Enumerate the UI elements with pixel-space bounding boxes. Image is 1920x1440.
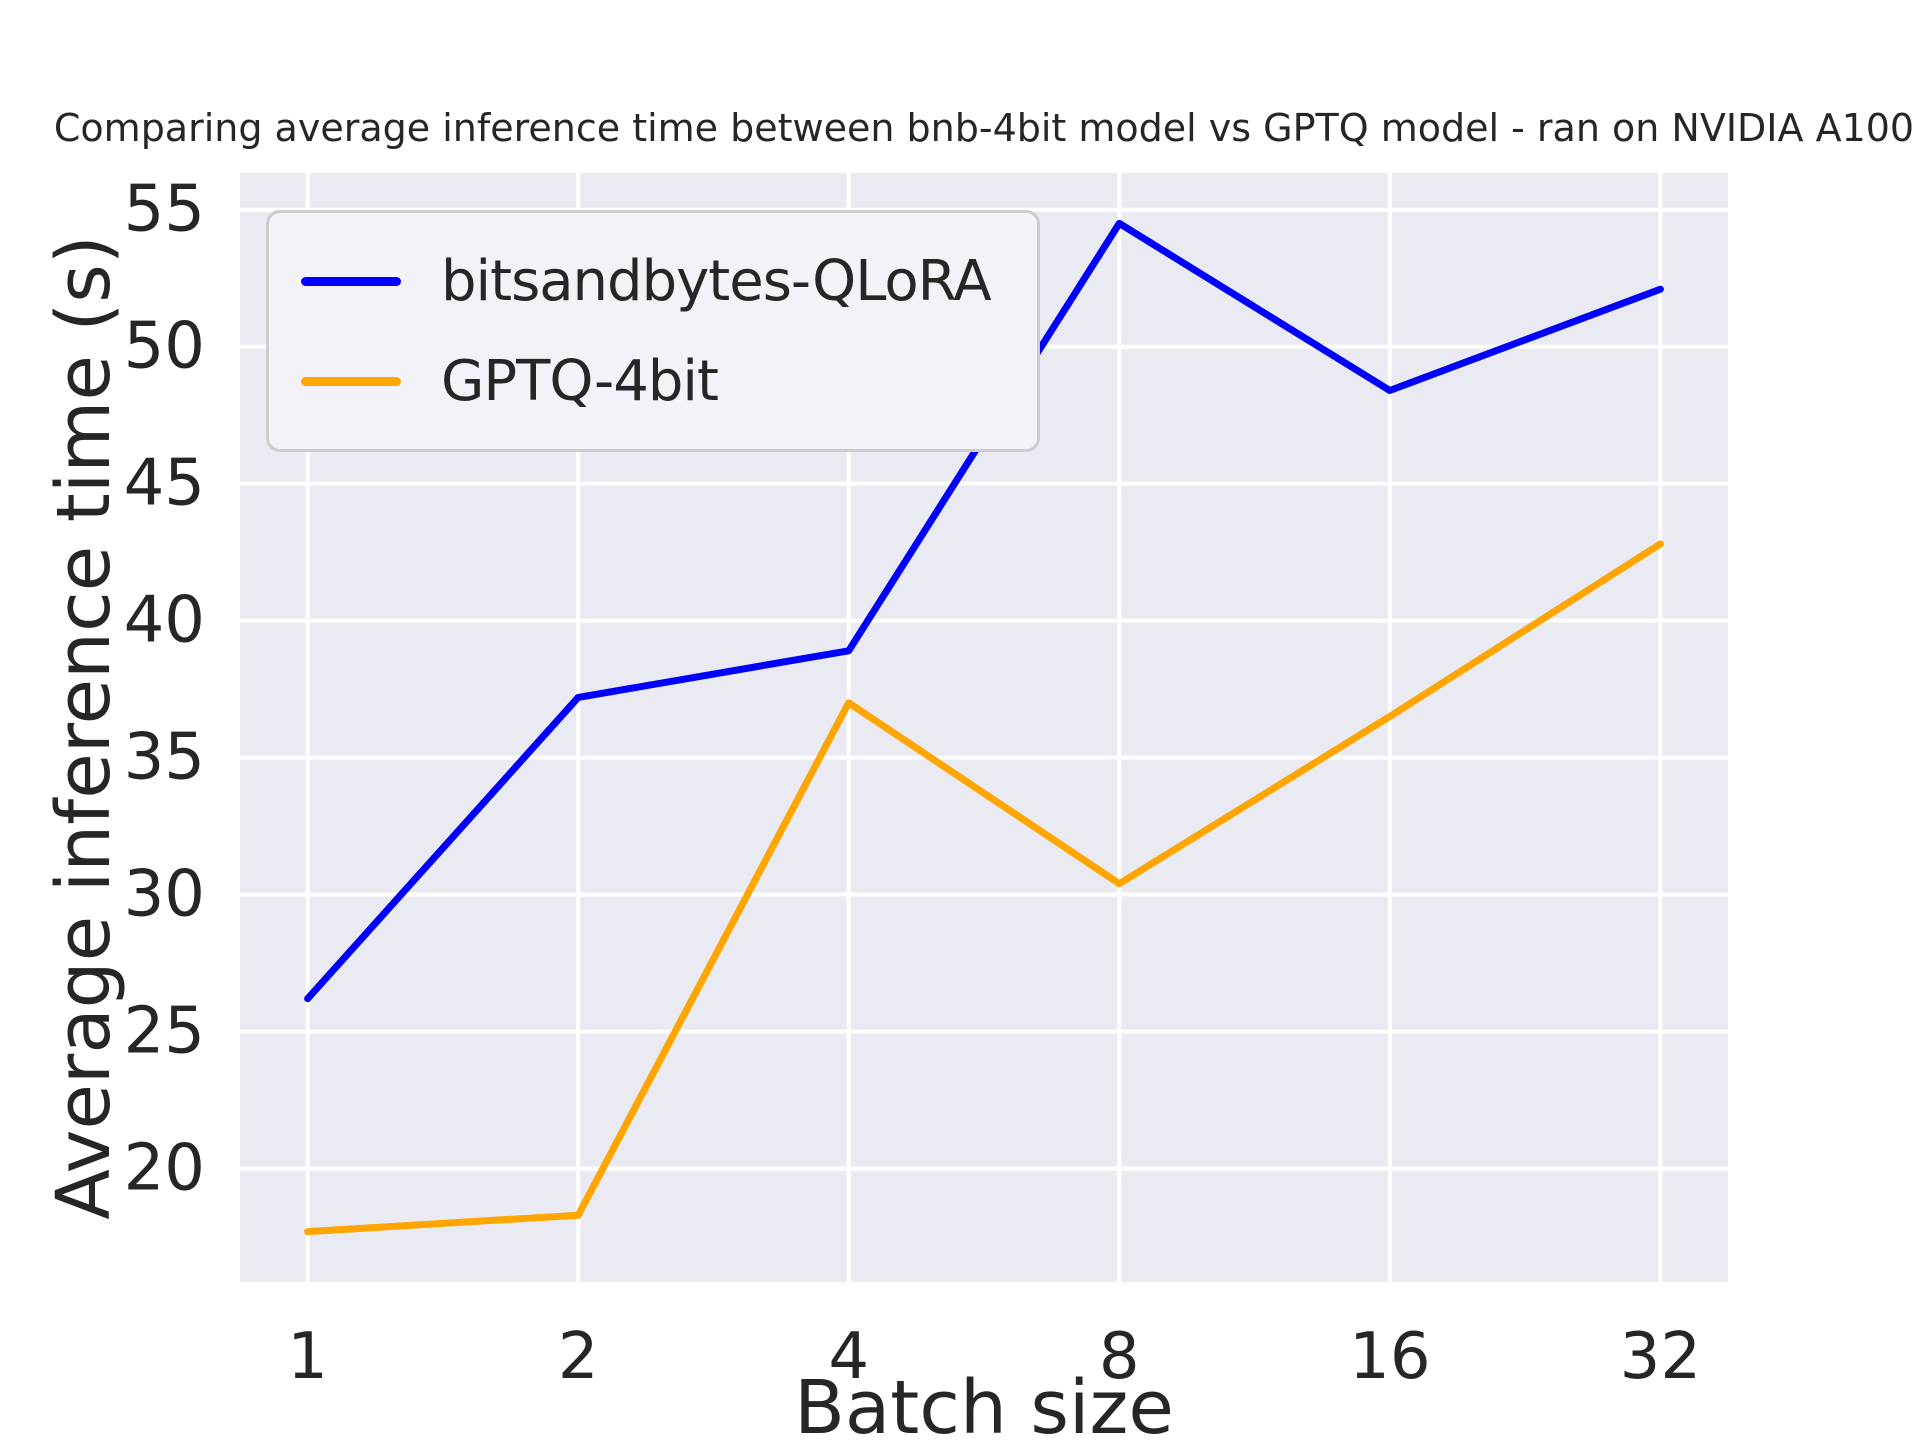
x-tick-label: 32: [1620, 1320, 1701, 1394]
x-axis-label: Batch size: [794, 1365, 1174, 1440]
legend-label: bitsandbytes-QLoRA: [441, 248, 992, 314]
x-tick-label: 2: [558, 1320, 599, 1394]
x-tick-label: 16: [1349, 1320, 1430, 1394]
legend-line-sample: [301, 376, 401, 386]
legend-entry: bitsandbytes-QLoRA: [301, 231, 992, 331]
chart-title: Comparing average inference time between…: [54, 106, 1914, 150]
legend: bitsandbytes-QLoRA GPTQ-4bit: [266, 210, 1040, 452]
x-tick-label: 4: [828, 1320, 869, 1394]
legend-line-sample: [301, 276, 401, 286]
legend-label: GPTQ-4bit: [441, 348, 719, 414]
x-tick-label: 1: [287, 1320, 328, 1394]
y-tick-label: 30: [124, 858, 205, 932]
y-tick-label: 45: [124, 447, 205, 521]
y-tick-label: 55: [124, 173, 205, 247]
y-axis-label: Average inference time (s): [41, 235, 127, 1219]
y-tick-label: 40: [124, 584, 205, 658]
x-tick-label: 8: [1099, 1320, 1140, 1394]
y-tick-label: 20: [124, 1132, 205, 1206]
y-tick-label: 50: [124, 310, 205, 384]
legend-entry: GPTQ-4bit: [301, 331, 991, 431]
y-tick-label: 35: [124, 721, 205, 795]
y-tick-label: 25: [124, 995, 205, 1069]
series-line-gptq: [304, 540, 1664, 1236]
